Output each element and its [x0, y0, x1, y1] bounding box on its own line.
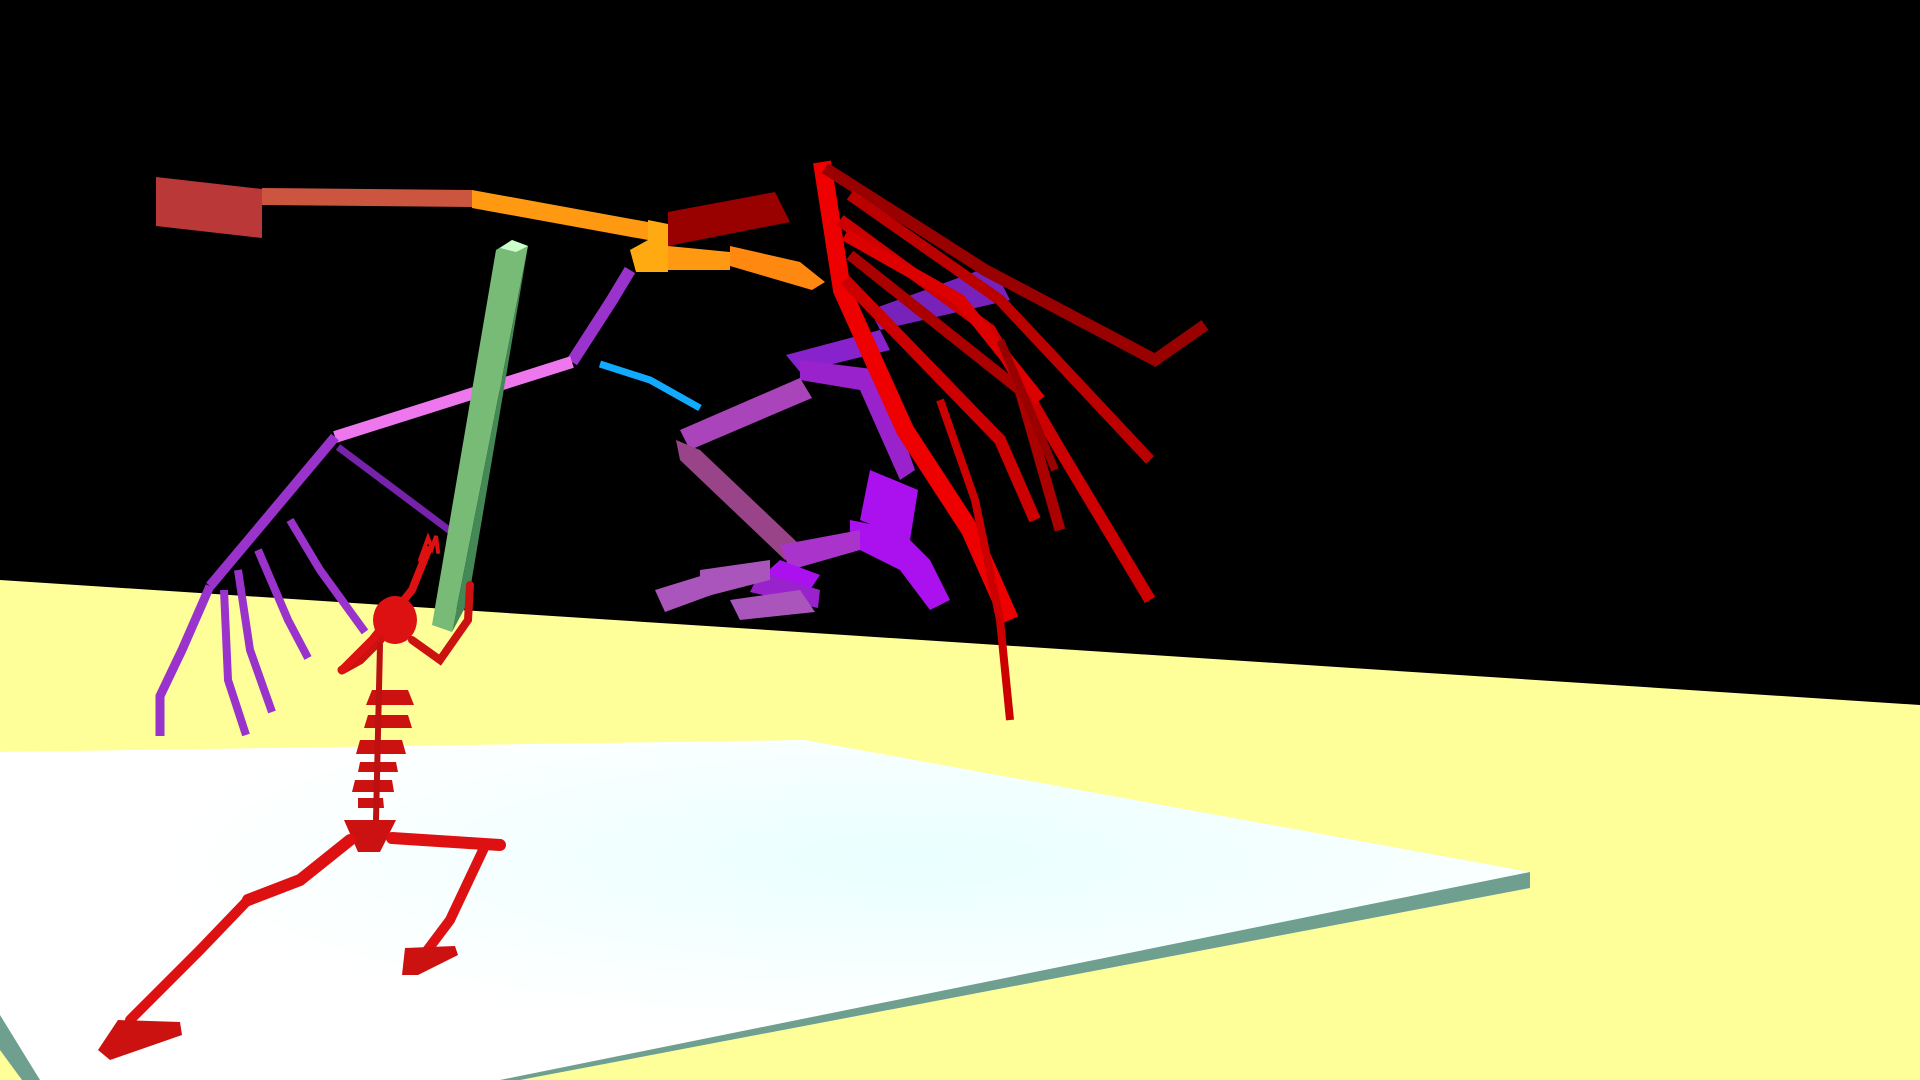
creature-tail [156, 177, 648, 240]
creature-tongue [598, 360, 702, 412]
sword [432, 240, 528, 632]
creature-right-wing [813, 160, 1209, 721]
creature-neck [630, 192, 825, 290]
creature-left-wing [155, 266, 636, 737]
humanoid-skeleton [98, 532, 506, 1060]
